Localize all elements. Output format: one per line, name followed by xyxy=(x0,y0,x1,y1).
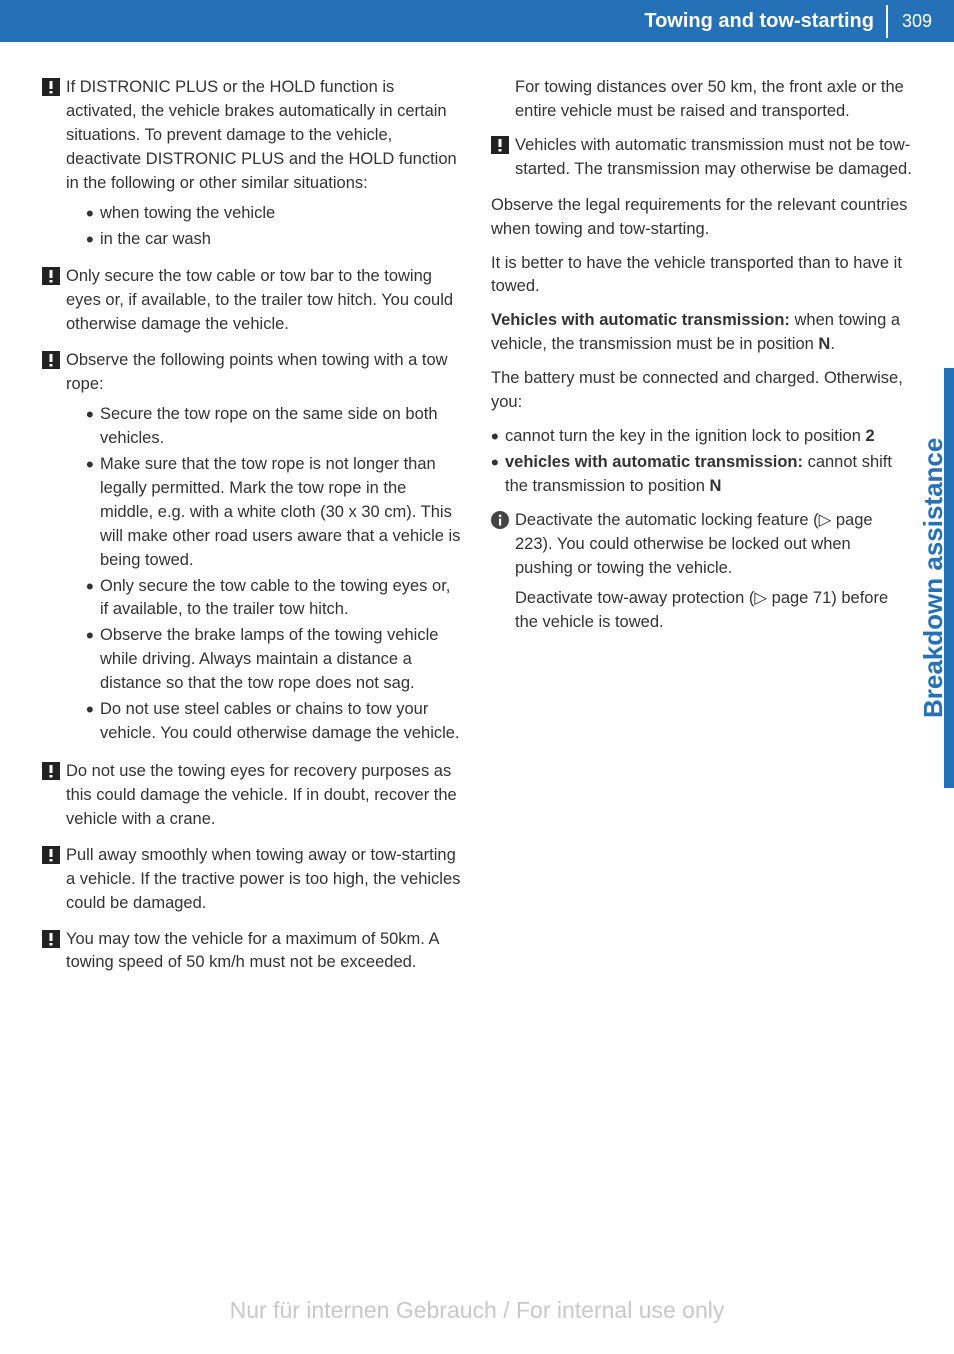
info-icon xyxy=(491,511,509,529)
bullet-text: Only secure the tow cable to the towing … xyxy=(100,575,463,623)
sub-bullet: •Observe the brake lamps of the towing v… xyxy=(86,624,463,696)
caution-icon xyxy=(42,351,60,369)
paragraph: It is better to have the vehicle transpo… xyxy=(491,252,912,300)
bullet-text: cannot turn the key in the ignition lock… xyxy=(505,425,912,449)
bullet-text: vehicles with automatic transmission: ca… xyxy=(505,451,912,499)
bullet-dot: • xyxy=(86,698,100,746)
left-column: If DISTRONIC PLUS or the HOLD function i… xyxy=(42,76,463,987)
text: . xyxy=(830,335,835,353)
bold-text: Vehicles with automatic transmission: xyxy=(491,311,790,329)
header-bar: Towing and tow-starting 309 xyxy=(0,0,954,42)
side-tab: Breakdown assistance xyxy=(916,368,954,788)
bullet-dot: • xyxy=(491,425,505,449)
sub-bullet: •Secure the tow rope on the same side on… xyxy=(86,403,463,451)
bullet-item: • vehicles with automatic transmission: … xyxy=(491,451,912,499)
bullet-dot: • xyxy=(86,575,100,623)
note3-intro: Observe the following points when towing… xyxy=(66,351,448,393)
content-area: If DISTRONIC PLUS or the HOLD function i… xyxy=(0,42,954,987)
note-text: Pull away smoothly when towing away or t… xyxy=(66,844,463,916)
note-text: Only secure the tow cable or tow bar to … xyxy=(66,265,463,337)
paragraph: For towing distances over 50 km, the fro… xyxy=(491,76,912,124)
sub-bullet: •Do not use steel cables or chains to to… xyxy=(86,698,463,746)
caution-icon xyxy=(491,136,509,154)
caution-icon xyxy=(42,267,60,285)
bullet-dot: • xyxy=(86,453,100,573)
bold-text: N xyxy=(710,477,722,495)
caution-note: You may tow the vehicle for a maximum of… xyxy=(42,928,463,976)
bullet-text: in the car wash xyxy=(100,228,463,252)
side-tab-text: Breakdown assistance xyxy=(916,368,944,788)
caution-note: Only secure the tow cable or tow bar to … xyxy=(42,265,463,337)
note-text: You may tow the vehicle for a maximum of… xyxy=(66,928,463,976)
triangle-icon: ▷ xyxy=(754,589,767,607)
note-text: Vehicles with automatic transmission mus… xyxy=(515,134,912,182)
sub-bullet: •Only secure the tow cable to the towing… xyxy=(86,575,463,623)
header-title: Towing and tow-starting xyxy=(644,10,886,33)
note1-intro: If DISTRONIC PLUS or the HOLD function i… xyxy=(66,78,457,192)
watermark: Nur für internen Gebrauch / For internal… xyxy=(0,1297,954,1324)
bullet-dot: • xyxy=(86,403,100,451)
sub-bullet: • in the car wash xyxy=(86,228,463,252)
caution-icon xyxy=(42,846,60,864)
triangle-icon: ▷ xyxy=(819,511,832,529)
bullet-dot: • xyxy=(86,624,100,696)
paragraph: Vehicles with automatic transmission: wh… xyxy=(491,309,912,357)
info-note: Deactivate the automatic locking feature… xyxy=(491,509,912,635)
caution-note: Vehicles with automatic transmission mus… xyxy=(491,134,912,182)
sub-bullet: •Make sure that the tow rope is not long… xyxy=(86,453,463,573)
bullet-item: • cannot turn the key in the ignition lo… xyxy=(491,425,912,449)
bullet-dot: • xyxy=(491,451,505,499)
note-text: Deactivate the automatic locking feature… xyxy=(515,509,912,635)
paragraph: The battery must be connected and charge… xyxy=(491,367,912,415)
sub-bullet: • when towing the vehicle xyxy=(86,202,463,226)
bullet-dot: • xyxy=(86,228,100,252)
caution-icon xyxy=(42,762,60,780)
bullet-text: Do not use steel cables or chains to tow… xyxy=(100,698,463,746)
note-text: Do not use the towing eyes for recovery … xyxy=(66,760,463,832)
bullet-text: Secure the tow rope on the same side on … xyxy=(100,403,463,451)
bold-text: vehicles with automatic transmission: xyxy=(505,453,803,471)
paragraph: Observe the legal requirements for the r… xyxy=(491,194,912,242)
page-number: 309 xyxy=(886,5,946,38)
bullet-text: when towing the vehicle xyxy=(100,202,463,226)
bold-text: 2 xyxy=(865,427,874,445)
caution-note: If DISTRONIC PLUS or the HOLD function i… xyxy=(42,76,463,253)
bullet-text: Observe the brake lamps of the towing ve… xyxy=(100,624,463,696)
caution-icon xyxy=(42,78,60,96)
note-text: If DISTRONIC PLUS or the HOLD function i… xyxy=(66,76,463,253)
text: cannot turn the key in the ignition lock… xyxy=(505,427,865,445)
bullet-text: Make sure that the tow rope is not longe… xyxy=(100,453,463,573)
text: Deactivate tow-away protection ( xyxy=(515,589,754,607)
note-text: Observe the following points when towing… xyxy=(66,349,463,748)
text: Deactivate the automatic locking feature… xyxy=(515,511,819,529)
bold-text: N xyxy=(818,335,830,353)
caution-note: Observe the following points when towing… xyxy=(42,349,463,748)
bullet-dot: • xyxy=(86,202,100,226)
right-column: For towing distances over 50 km, the fro… xyxy=(491,76,912,987)
caution-note: Do not use the towing eyes for recovery … xyxy=(42,760,463,832)
caution-note: Pull away smoothly when towing away or t… xyxy=(42,844,463,916)
caution-icon xyxy=(42,930,60,948)
